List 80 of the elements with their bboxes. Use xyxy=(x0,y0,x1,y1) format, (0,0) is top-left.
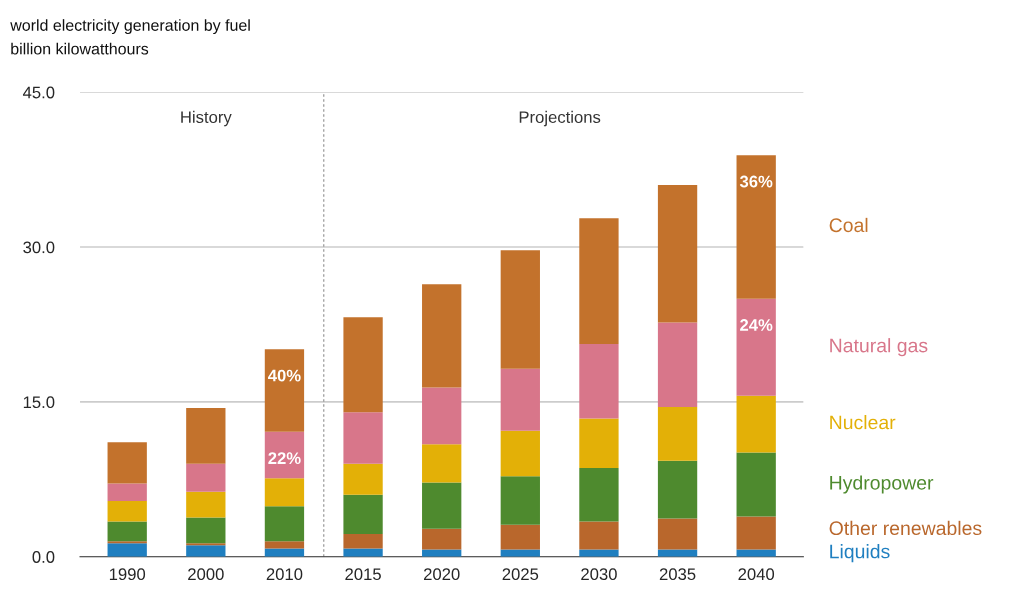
x-tick-label: 1990 xyxy=(109,568,146,581)
bar xyxy=(736,395,776,453)
bar xyxy=(107,541,147,544)
bar xyxy=(657,322,698,408)
annotation: History xyxy=(181,110,232,127)
bar xyxy=(264,349,305,432)
text: Hydropower xyxy=(830,475,934,494)
bar xyxy=(107,483,147,501)
bar xyxy=(500,368,540,431)
annotation: 22% xyxy=(268,452,301,465)
bar xyxy=(107,543,147,557)
text: Liquids xyxy=(830,544,890,563)
x-tick-label: 2030 xyxy=(581,568,617,581)
bar xyxy=(422,528,462,550)
annotation: 40% xyxy=(268,369,301,382)
x-tick-label: 2040 xyxy=(738,568,775,581)
bar xyxy=(343,548,383,557)
bar xyxy=(657,185,698,323)
text: Natural gas xyxy=(830,338,928,357)
bar xyxy=(343,534,383,549)
bar xyxy=(657,407,698,461)
bar xyxy=(343,317,383,413)
bar xyxy=(500,549,540,557)
bar xyxy=(579,467,619,522)
bar xyxy=(186,545,226,557)
text: Nuclear xyxy=(830,415,896,430)
x-tick-label: 2015 xyxy=(345,568,381,581)
bar xyxy=(736,298,776,396)
bar xyxy=(186,463,226,492)
bar xyxy=(579,549,619,557)
bar xyxy=(736,549,776,557)
x-tick-label: 2025 xyxy=(502,568,539,581)
bar xyxy=(186,543,226,546)
x-tick-label: 2020 xyxy=(424,568,460,581)
bar xyxy=(343,412,383,464)
bar xyxy=(186,517,226,544)
y-tick-label: 45.0 xyxy=(22,86,55,99)
bar xyxy=(422,482,462,529)
chart-title: world electricity generation by fuel xyxy=(10,19,250,35)
bar xyxy=(736,516,776,550)
bar xyxy=(579,218,619,345)
y-tick-label: 30.0 xyxy=(23,241,55,254)
bar xyxy=(736,452,776,517)
bar xyxy=(500,524,540,550)
bar xyxy=(736,155,776,299)
bar xyxy=(579,344,619,419)
bar xyxy=(107,521,147,542)
bar xyxy=(500,476,540,525)
x-tick-label: 2035 xyxy=(659,568,696,581)
bar xyxy=(579,418,619,468)
x-tick-label: 2010 xyxy=(266,568,303,581)
bar xyxy=(500,250,540,369)
y-tick-label: 0.0 xyxy=(32,551,55,563)
bar xyxy=(264,506,305,542)
text: Coal xyxy=(829,217,868,233)
bar xyxy=(579,521,619,550)
bar xyxy=(264,541,305,549)
bar xyxy=(422,549,462,557)
text: Other renewables xyxy=(829,520,982,536)
bar xyxy=(264,478,305,507)
bar xyxy=(657,460,698,519)
bar xyxy=(107,500,147,522)
annotation: Projections xyxy=(519,110,601,127)
bar xyxy=(343,494,383,535)
chart-subtitle: billion kilowatthours xyxy=(11,42,149,55)
bar xyxy=(500,430,540,477)
bar xyxy=(422,284,462,388)
bar xyxy=(422,444,462,483)
bar xyxy=(657,549,698,557)
bar xyxy=(186,408,226,464)
annotation: 36% xyxy=(739,175,773,188)
y-tick-label: 15.0 xyxy=(23,396,55,409)
bar xyxy=(343,463,383,495)
annotation: 24% xyxy=(740,319,773,331)
bar xyxy=(657,518,698,550)
x-tick-label: 2000 xyxy=(188,568,224,581)
bar xyxy=(422,387,462,445)
bar xyxy=(264,548,305,557)
bar xyxy=(107,442,147,484)
bar xyxy=(186,491,226,518)
